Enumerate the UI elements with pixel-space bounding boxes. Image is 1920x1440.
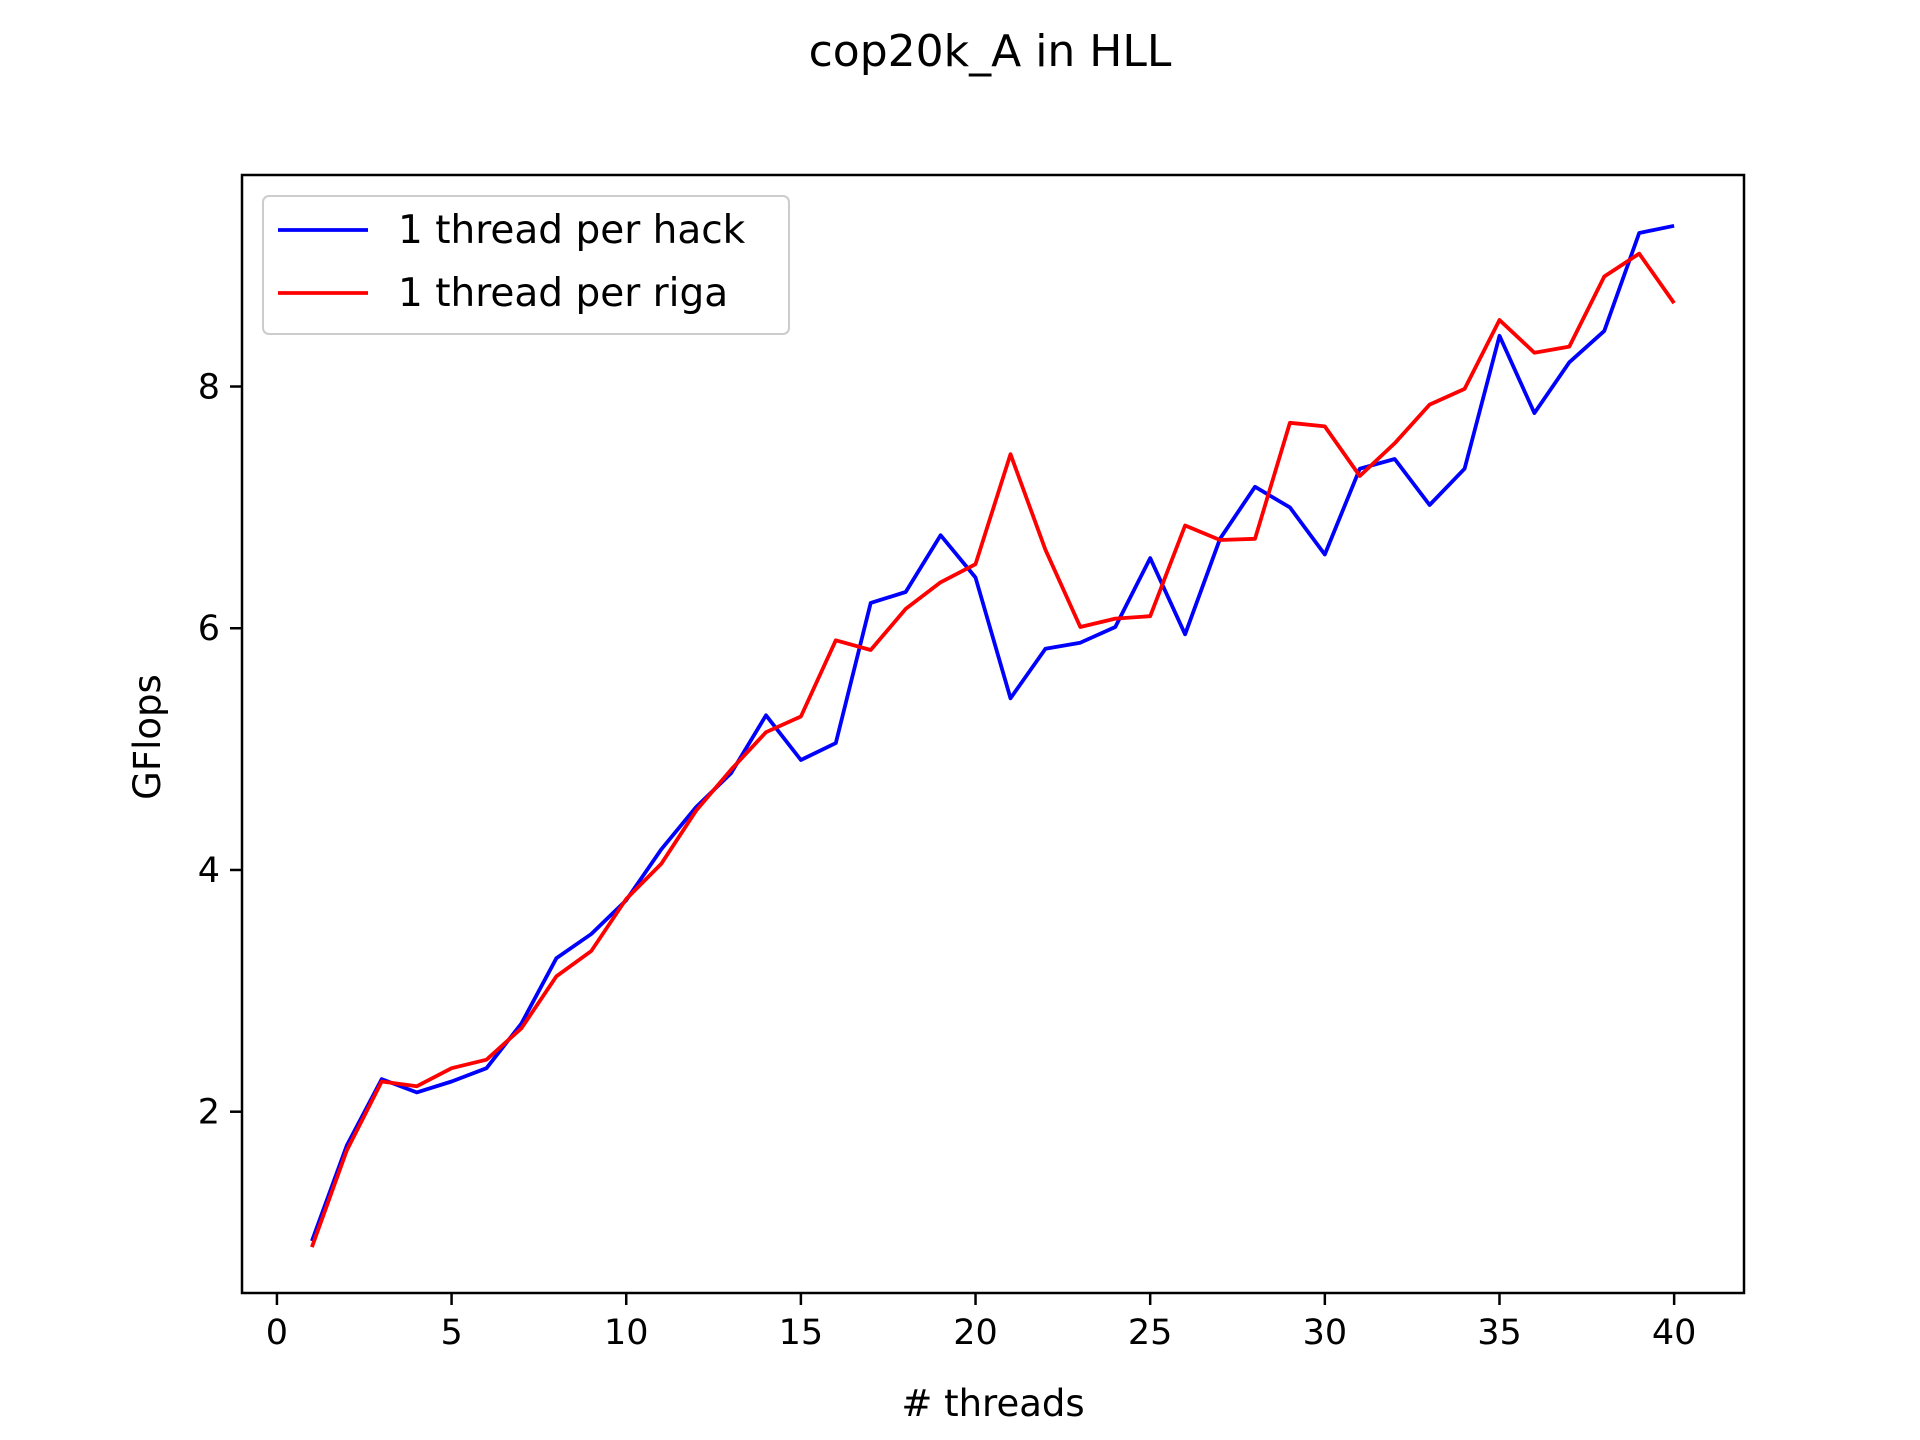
series-line-1	[310, 223, 1675, 1242]
x-tick-label: 40	[1652, 1313, 1697, 1353]
legend-box	[262, 195, 790, 335]
series-layer	[310, 223, 1676, 1248]
x-tick-label: 20	[953, 1313, 998, 1353]
x-tick-label: 25	[1128, 1313, 1173, 1353]
y-axis-label: GFlops	[126, 674, 169, 800]
legend-label-2: 1 thread per riga	[398, 271, 728, 316]
x-tick-label: 30	[1303, 1313, 1348, 1353]
x-tick-label: 10	[604, 1313, 649, 1353]
y-tick-label: 8	[198, 368, 220, 408]
x-tick-label: 35	[1477, 1313, 1522, 1353]
x-axis-label: # threads	[901, 1382, 1084, 1425]
x-tick-label: 5	[440, 1313, 462, 1353]
y-tick-label: 4	[198, 851, 220, 891]
x-tick-label: 15	[779, 1313, 824, 1353]
chart-title: cop20k_A in HLL	[809, 26, 1172, 77]
y-tick-label: 2	[198, 1093, 220, 1133]
y-tick-label: 6	[198, 609, 220, 649]
x-tick-label: 0	[266, 1313, 288, 1353]
plot-frame	[240, 173, 1746, 1295]
series-line-2	[310, 251, 1676, 1248]
legend: 1 thread per hack 1 thread per riga	[262, 195, 790, 335]
legend-label-1: 1 thread per hack	[398, 208, 746, 253]
ticks-layer: 0 5 10 15 20 25 30 35 40 2 4 6 8	[198, 368, 1697, 1353]
